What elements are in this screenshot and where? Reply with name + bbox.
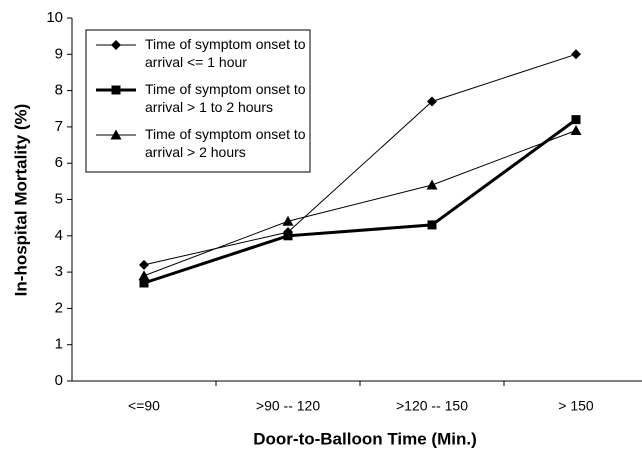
x-tick-label: >120 -- 150 [396,398,468,414]
legend-box [85,29,311,173]
marker [283,231,293,241]
y-tick-label: 5 [55,190,63,207]
legend-label: Time of symptom onset to arrival > 2 hou… [145,126,306,160]
y-tick-label: 0 [55,372,63,389]
y-tick-label: 9 [55,45,63,62]
x-tick-label: >90 -- 120 [256,398,320,414]
marker [426,179,438,190]
y-tick-label: 4 [55,227,63,244]
series-line [143,130,577,277]
marker [282,215,294,226]
y-axis-title: In-hospital Mortality (%) [11,104,30,297]
marker [427,220,437,230]
legend-label: Time of symptom onset to arrival <= 1 ho… [145,36,306,70]
marker [139,278,149,288]
y-tick-label: 2 [55,299,63,316]
marker [427,96,437,107]
x-axis-title: Door-to-Balloon Time (Min.) [253,429,477,448]
marker [110,129,122,140]
y-tick-label: 6 [55,154,63,171]
y-tick-label: 7 [55,118,63,135]
y-tick-label: 3 [55,263,63,280]
marker [571,49,581,60]
marker [111,85,121,95]
series-line [143,118,577,285]
marker [111,40,121,50]
y-tick-label: 1 [55,336,63,353]
y-tick-label: 8 [55,82,63,99]
marker [570,125,582,136]
y-tick-label: 10 [46,9,63,26]
legend-label: Time of symptom onset to arrival > 1 to … [145,81,306,115]
marker [139,259,149,270]
marker [571,115,581,125]
x-tick-label: <=90 [128,398,160,414]
x-tick-label: > 150 [558,398,594,414]
marker [138,270,150,281]
